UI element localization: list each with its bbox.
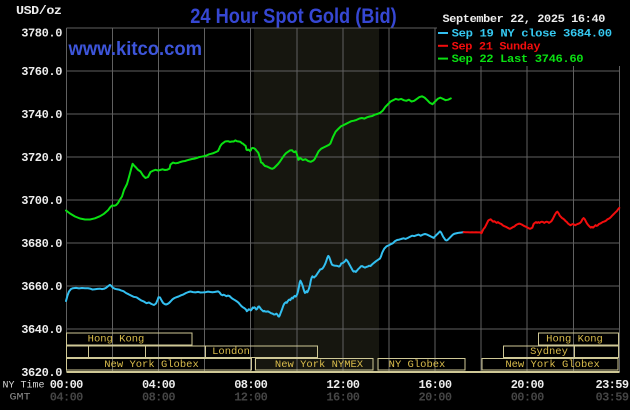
svg-text:08:00: 08:00	[234, 378, 267, 392]
svg-text:3740.0: 3740.0	[21, 108, 62, 122]
svg-text:GMT: GMT	[10, 393, 31, 404]
svg-text:Sydney: Sydney	[530, 346, 568, 358]
svg-text:USD/oz: USD/oz	[16, 4, 62, 18]
svg-text:24 Hour Spot Gold (Bid): 24 Hour Spot Gold (Bid)	[190, 4, 396, 28]
svg-text:00:00: 00:00	[511, 390, 544, 404]
svg-text:23:59: 23:59	[595, 378, 628, 392]
svg-text:NY Globex: NY Globex	[389, 359, 446, 371]
svg-text:12:00: 12:00	[234, 390, 267, 404]
svg-text:3700.0: 3700.0	[21, 194, 62, 208]
svg-text:Hong Kong: Hong Kong	[546, 334, 603, 346]
svg-text:NY Time: NY Time	[3, 380, 45, 392]
svg-text:3760.0: 3760.0	[21, 65, 62, 79]
svg-text:08:00: 08:00	[142, 390, 175, 404]
svg-text:04:00: 04:00	[142, 378, 175, 392]
svg-text:16:00: 16:00	[418, 378, 451, 392]
svg-text:New York NYMEX: New York NYMEX	[275, 359, 364, 371]
svg-text:00:00: 00:00	[50, 378, 83, 392]
svg-text:Sep 19 NY close 3684.00: Sep 19 NY close 3684.00	[452, 29, 613, 41]
svg-text:20:00: 20:00	[511, 378, 544, 392]
svg-text:New York Globex: New York Globex	[505, 359, 600, 371]
svg-text:3660.0: 3660.0	[21, 280, 62, 294]
svg-text:03:59: 03:59	[595, 390, 628, 404]
svg-text:3780.0: 3780.0	[21, 27, 62, 41]
svg-text:Sep 21 Sunday: Sep 21 Sunday	[452, 41, 541, 53]
svg-text:12:00: 12:00	[326, 378, 359, 392]
svg-text:Sep 22 Last 3746.60: Sep 22 Last 3746.60	[452, 54, 584, 66]
svg-text:Hong Kong: Hong Kong	[88, 334, 145, 346]
svg-text:September 22, 2025 16:40: September 22, 2025 16:40	[443, 14, 606, 26]
svg-text:20:00: 20:00	[418, 390, 451, 404]
svg-text:16:00: 16:00	[326, 390, 359, 404]
svg-text:04:00: 04:00	[50, 390, 83, 404]
svg-text:3680.0: 3680.0	[21, 237, 62, 251]
svg-text:www.kitco.com: www.kitco.com	[68, 38, 202, 60]
svg-text:3640.0: 3640.0	[21, 323, 62, 337]
svg-text:New York Globex: New York Globex	[104, 359, 199, 371]
svg-text:3620.0: 3620.0	[21, 366, 62, 380]
svg-text:London: London	[212, 346, 250, 358]
svg-text:3720.0: 3720.0	[21, 151, 62, 165]
